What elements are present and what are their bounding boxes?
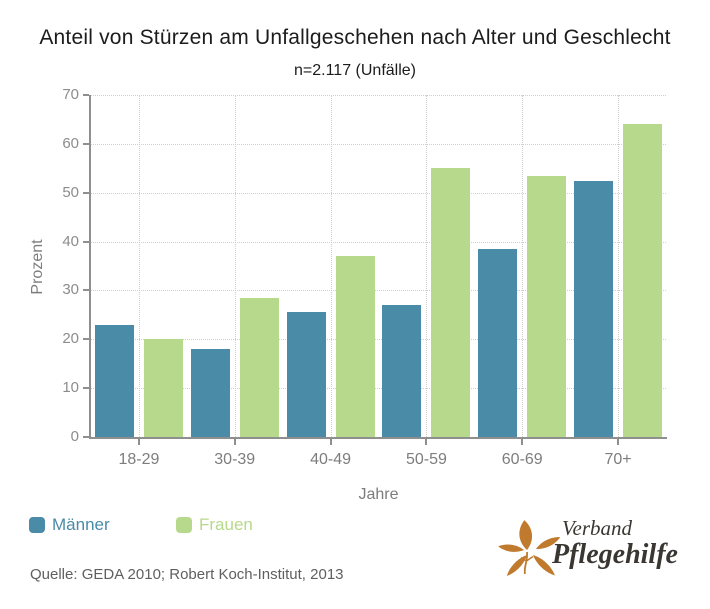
y-tick-60 — [83, 142, 89, 145]
y-tick-20 — [83, 338, 89, 341]
bar-Frauen-18-29 — [143, 339, 183, 437]
x-tick-label-60-69: 60-69 — [501, 451, 543, 468]
v-gridline-40-49 — [330, 95, 332, 437]
chart-title: Anteil von Stürzen am Unfallgeschehen na… — [39, 26, 671, 49]
y-tick-label-50: 50 — [62, 183, 79, 201]
bar-Frauen-30-39 — [239, 297, 279, 437]
x-tick-70+ — [617, 439, 620, 445]
bar-Frauen-60-69 — [527, 175, 567, 437]
y-tick-label-40: 40 — [62, 232, 79, 250]
h-gridline-70 — [91, 95, 666, 96]
y-tick-10 — [83, 387, 89, 390]
legend-item-Männer: Männer — [29, 515, 110, 535]
v-gridline-70+ — [618, 95, 620, 437]
h-gridline-50 — [91, 192, 666, 194]
source-note: Quelle: GEDA 2010; Robert Koch-Institut,… — [30, 566, 344, 583]
y-tick-0 — [83, 436, 89, 438]
h-gridline-40 — [91, 241, 666, 243]
bar-Frauen-40-49 — [335, 256, 375, 437]
leaf-sprig-icon — [498, 520, 561, 576]
x-tick-18-29 — [137, 439, 140, 445]
bar-Männer-18-29 — [94, 324, 134, 437]
legend-label-Männer: Männer — [52, 515, 110, 534]
y-tick-40 — [83, 240, 89, 243]
legend-swatch-Frauen — [176, 517, 192, 533]
bar-Männer-60-69 — [478, 248, 518, 437]
x-tick-50-59 — [425, 439, 428, 445]
y-tick-70 — [83, 94, 89, 96]
legend-swatch-Männer — [29, 517, 45, 533]
h-gridline-20 — [91, 339, 666, 341]
y-tick-label-70: 70 — [62, 86, 79, 103]
y-tick-label-10: 10 — [62, 379, 79, 397]
bar-Männer-70+ — [574, 180, 614, 437]
x-tick-label-18-29: 18-29 — [118, 451, 160, 468]
plot-area — [91, 95, 666, 437]
y-axis-line — [89, 95, 91, 439]
logo-text-pflegehilfe: Pflegehilfe — [552, 539, 678, 570]
bar-Frauen-50-59 — [431, 168, 471, 437]
x-tick-40-49 — [329, 439, 332, 445]
bar-Männer-30-39 — [190, 349, 230, 437]
y-tick-label-0: 0 — [70, 428, 79, 445]
h-gridline-10 — [91, 388, 666, 390]
y-tick-50 — [83, 191, 89, 194]
v-gridline-50-59 — [426, 95, 428, 437]
y-tick-label-20: 20 — [62, 330, 79, 348]
h-gridline-60 — [91, 143, 666, 145]
x-tick-label-50-59: 50-59 — [405, 451, 447, 468]
x-axis-title: Jahre — [358, 486, 399, 503]
v-gridline-30-39 — [234, 95, 236, 437]
y-tick-label-30: 30 — [62, 281, 79, 299]
chart-subtitle: n=2.117 (Unfälle) — [294, 62, 416, 79]
logo-text-verband: Verband — [562, 516, 632, 540]
x-tick-label-70+: 70+ — [604, 451, 632, 468]
x-tick-label-30-39: 30-39 — [214, 451, 256, 468]
v-gridline-60-69 — [522, 95, 524, 437]
x-tick-60-69 — [521, 439, 524, 445]
y-tick-label-60: 60 — [62, 134, 79, 152]
x-tick-30-39 — [233, 439, 236, 445]
logo-text: Verband Pflegehilfe — [552, 516, 678, 569]
x-tick-label-40-49: 40-49 — [310, 451, 352, 468]
bar-Männer-50-59 — [382, 305, 422, 437]
h-gridline-30 — [91, 290, 666, 292]
bar-Frauen-70+ — [623, 124, 663, 437]
v-gridline-18-29 — [138, 95, 140, 437]
x-axis-line — [89, 437, 667, 439]
bar-Männer-40-49 — [286, 312, 326, 437]
legend-label-Frauen: Frauen — [199, 515, 253, 534]
logo: Verband Pflegehilfe — [494, 506, 694, 586]
y-tick-30 — [83, 289, 89, 292]
legend-item-Frauen: Frauen — [176, 515, 253, 535]
